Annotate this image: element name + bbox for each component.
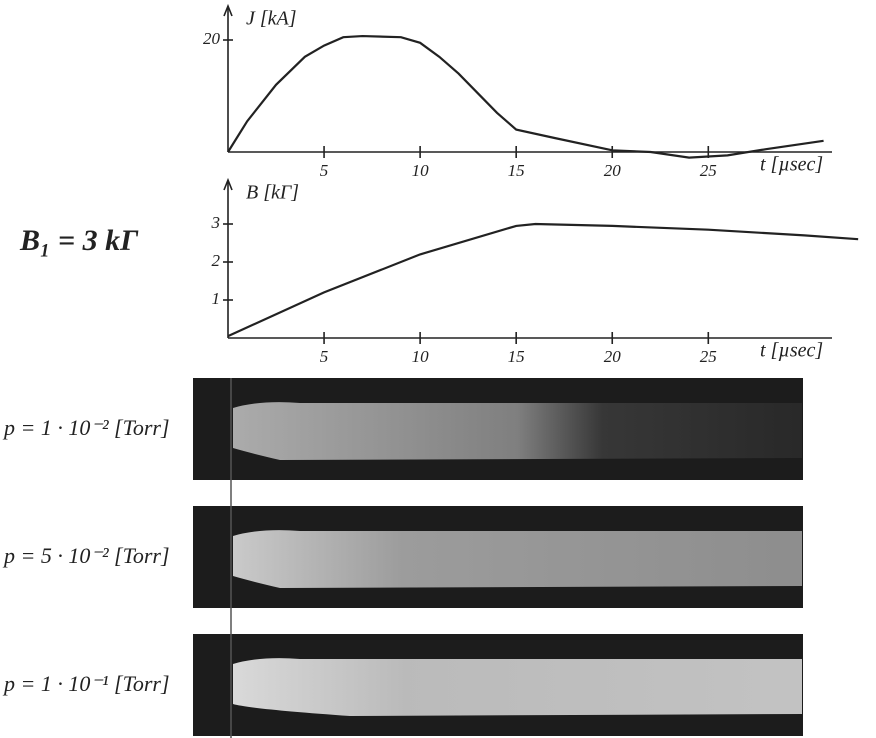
y-tick-label: 2 [212, 251, 221, 270]
b1-label: B₁ = 3 kΓ [19, 224, 139, 257]
x-tick-label: 5 [320, 347, 329, 366]
y-axis-title: B [kΓ] [246, 182, 299, 204]
y-tick-label: 20 [203, 29, 221, 48]
x-tick-label: 5 [320, 161, 329, 180]
plasma-glow [233, 402, 802, 460]
y-axis-arrow [223, 3, 233, 17]
pressure-label: p = 5 · 10⁻² [Torr] [2, 543, 170, 568]
x-axis-title: t [µsec] [760, 154, 823, 176]
x-tick-label: 15 [508, 347, 525, 366]
pressure-label: p = 1 · 10⁻¹ [Torr] [2, 671, 170, 696]
x-tick-label: 20 [604, 347, 622, 366]
x-axis-title: t [µsec] [760, 340, 823, 362]
x-tick-label: 10 [412, 347, 430, 366]
y-axis-arrow [223, 177, 233, 191]
x-tick-label: 10 [412, 161, 430, 180]
x-tick-label: 15 [508, 161, 525, 180]
x-tick-label: 20 [604, 161, 622, 180]
x-tick-label: 25 [700, 347, 717, 366]
plasma-glow [233, 658, 802, 716]
y-tick-label: 3 [211, 213, 221, 232]
y-tick-label: 1 [212, 289, 221, 308]
y-axis-title: J [kA] [246, 8, 297, 30]
data-line [227, 222, 859, 338]
pressure-label: p = 1 · 10⁻² [Torr] [2, 415, 170, 440]
plasma-glow [233, 530, 802, 588]
data-line [227, 34, 824, 159]
x-tick-label: 25 [700, 161, 717, 180]
